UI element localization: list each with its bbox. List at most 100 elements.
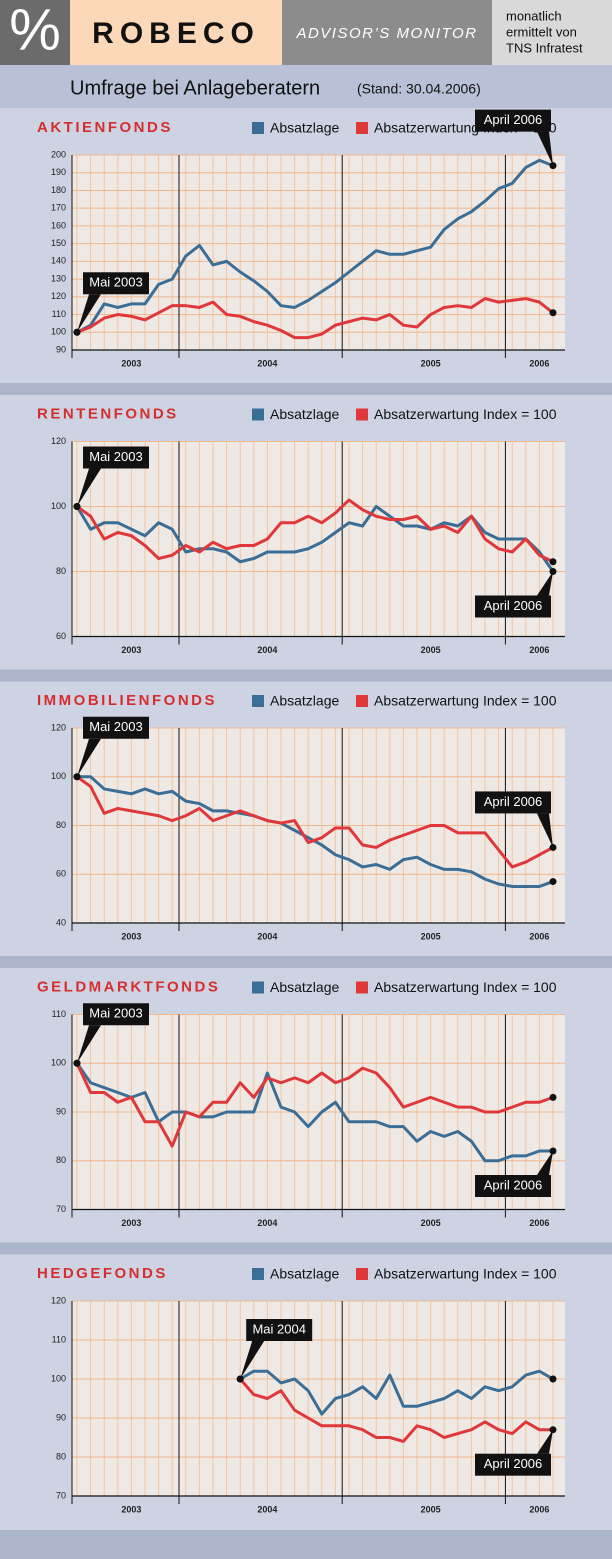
legend-label: Absatzerwartung Index = 100	[374, 979, 557, 995]
legend-swatch	[252, 408, 264, 421]
x-tick-label: 2005	[421, 1504, 441, 1514]
y-tick-label: 130	[51, 273, 66, 283]
logo-box	[0, 0, 70, 65]
annotation: Mai 2003	[89, 719, 142, 734]
x-tick-label: 2004	[257, 1504, 277, 1514]
callout-pointer	[77, 738, 101, 777]
legend-label: Absatzlage	[270, 406, 339, 422]
legend-swatch	[252, 981, 264, 994]
note-line: ermittelt von	[506, 24, 577, 39]
x-tick-label: 2005	[421, 645, 441, 655]
series-line	[76, 498, 554, 564]
series-line	[76, 775, 554, 869]
y-tick-label: 120	[51, 291, 66, 301]
y-tick-label: 70	[56, 1490, 66, 1500]
callout-box	[83, 446, 149, 469]
y-tick-label: 40	[56, 917, 66, 927]
callout-pointer	[537, 131, 553, 166]
plot-area	[72, 155, 565, 350]
y-tick-label: 90	[56, 1106, 66, 1116]
y-tick-label: 120	[51, 722, 66, 732]
chart-title: HEDGEFONDS	[37, 1265, 168, 1282]
callout-pointer	[77, 1025, 101, 1064]
footer-band	[0, 1530, 612, 1559]
separator	[0, 956, 612, 968]
legend-swatch	[356, 122, 368, 134]
callout-pointer	[240, 1341, 265, 1379]
callout-box	[83, 272, 149, 295]
legend-swatch	[356, 1268, 368, 1280]
x-tick-label: 2005	[421, 1218, 441, 1228]
x-tick-label: 2005	[421, 931, 441, 941]
end-point	[549, 1375, 557, 1383]
note-line: TNS Infratest	[506, 40, 583, 55]
series-line	[239, 1369, 554, 1416]
y-tick-label: 110	[52, 309, 66, 319]
legend-label: Absatzerwartung Index = 100	[374, 693, 557, 709]
x-tick-label: 2004	[257, 645, 277, 655]
y-tick-label: 80	[56, 566, 66, 576]
x-tick-label: 2006	[529, 645, 549, 655]
callout-box	[475, 1453, 551, 1476]
series-line	[76, 158, 554, 334]
note-line: monatlich	[506, 8, 562, 23]
y-tick-label: 80	[56, 1451, 66, 1461]
x-tick-label: 2005	[421, 358, 441, 368]
brand: ROBECO	[92, 17, 260, 50]
legend-label: Absatzlage	[270, 120, 339, 136]
annotation: April 2006	[484, 112, 543, 127]
legend-swatch	[252, 122, 264, 134]
annotation: Mai 2003	[89, 1006, 142, 1021]
x-tick-label: 2006	[529, 1504, 549, 1514]
legend-swatch	[356, 408, 368, 421]
date: (Stand: 30.04.2006)	[357, 81, 481, 97]
y-tick-label: 90	[56, 1412, 66, 1422]
legend-swatch	[356, 981, 368, 994]
legend-label: Absatzerwartung Index = 100	[374, 1266, 557, 1282]
legend-swatch	[252, 1268, 264, 1280]
y-tick-label: 90	[56, 344, 66, 354]
callout-pointer	[537, 571, 553, 596]
y-tick-label: 100	[51, 1373, 66, 1383]
legend-label: Absatzlage	[270, 1266, 339, 1282]
end-point	[549, 878, 557, 886]
separator	[0, 383, 612, 395]
x-tick-label: 2004	[257, 1218, 277, 1228]
brand-box	[70, 0, 282, 65]
legend-label: Absatzlage	[270, 979, 339, 995]
y-tick-label: 170	[51, 203, 66, 213]
chart-title: AKTIENFONDS	[37, 119, 173, 136]
y-tick-label: 60	[56, 631, 66, 641]
x-tick-label: 2003	[121, 358, 141, 368]
legend-swatch	[356, 695, 368, 707]
callout-box	[83, 1003, 149, 1026]
x-tick-label: 2003	[121, 645, 141, 655]
callout-box	[246, 1319, 313, 1341]
x-tick-label: 2004	[257, 358, 277, 368]
series-line	[75, 1062, 553, 1163]
callout-box	[475, 791, 551, 814]
x-tick-label: 2003	[121, 1218, 141, 1228]
y-tick-label: 140	[51, 256, 66, 266]
y-tick-label: 120	[51, 436, 66, 446]
annotation: Mai 2003	[89, 275, 142, 290]
y-tick-label: 80	[56, 1155, 66, 1165]
product: ADVISOR’S MONITOR	[295, 25, 477, 42]
x-tick-label: 2006	[529, 1218, 549, 1228]
callout-box	[83, 716, 149, 739]
callout-pointer	[77, 468, 101, 507]
series-line	[76, 297, 554, 340]
y-tick-label: 110	[52, 1334, 66, 1344]
end-point	[549, 1093, 557, 1101]
y-tick-label: 180	[51, 185, 66, 195]
separator	[0, 669, 612, 682]
annotation: Mai 2004	[252, 1321, 305, 1336]
y-tick-label: 100	[51, 771, 66, 781]
end-point	[549, 558, 557, 566]
subtitle-band	[0, 65, 612, 108]
x-tick-label: 2004	[257, 931, 277, 941]
annotation: April 2006	[484, 598, 543, 613]
callout-pointer	[537, 1151, 553, 1175]
callout-pointer	[77, 294, 101, 333]
